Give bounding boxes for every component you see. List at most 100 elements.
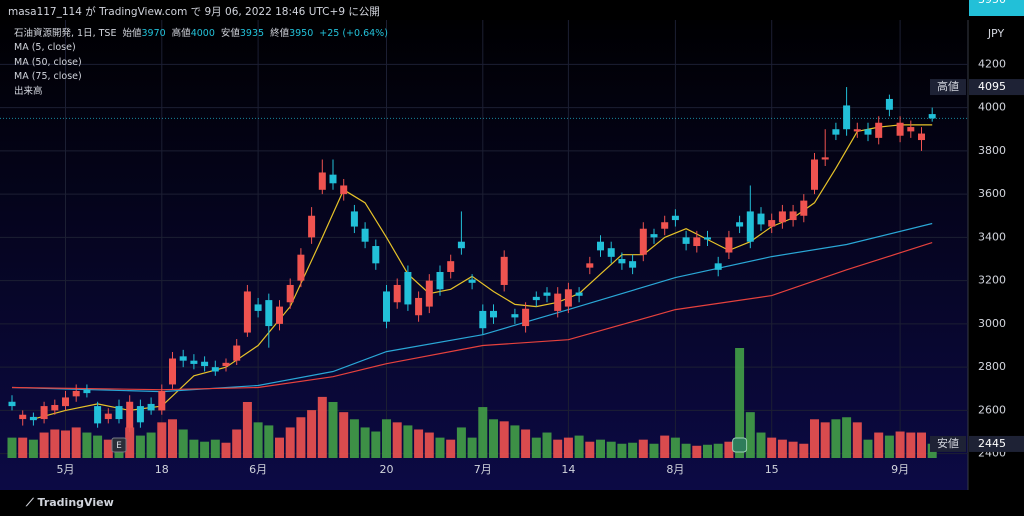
volume-bar bbox=[467, 437, 477, 458]
axis-background bbox=[968, 20, 1024, 490]
symbol: 石油資源開発, 1日, TSE bbox=[14, 28, 117, 39]
volume-bar bbox=[146, 432, 156, 458]
event-icon bbox=[111, 437, 127, 453]
volume-bar bbox=[339, 412, 349, 458]
volume-bar bbox=[371, 431, 381, 458]
brand: TradingView bbox=[37, 496, 114, 509]
marker-label: 安値 bbox=[937, 436, 959, 450]
volume-bar bbox=[103, 439, 113, 458]
candle-body bbox=[308, 215, 316, 238]
volume-bar bbox=[403, 425, 413, 458]
candle-body bbox=[158, 390, 166, 411]
change: +25 (+0.64%) bbox=[319, 28, 388, 39]
volume-bar bbox=[831, 419, 841, 458]
candle-body bbox=[72, 390, 80, 397]
candle-body bbox=[554, 293, 562, 311]
y-tick-label: 3800 bbox=[978, 144, 1006, 157]
x-tick-label: 14 bbox=[561, 463, 575, 476]
candle-body bbox=[201, 361, 209, 367]
volume-bar bbox=[18, 437, 28, 458]
candle-body bbox=[639, 228, 647, 255]
candle-body bbox=[479, 310, 487, 329]
candle-body bbox=[340, 185, 348, 195]
candle-body bbox=[586, 263, 594, 268]
volume-bar bbox=[542, 432, 552, 458]
indicator-label: MA (50, close) bbox=[14, 56, 82, 68]
candle-body bbox=[661, 222, 669, 229]
ohlc-value: 3950 bbox=[289, 28, 314, 39]
volume-bar bbox=[349, 419, 359, 458]
volume-bar bbox=[724, 441, 734, 458]
volume-bar bbox=[39, 432, 49, 458]
marker-value-box bbox=[969, 0, 1024, 16]
candle-body bbox=[511, 314, 519, 318]
volume-bar bbox=[895, 431, 905, 458]
candle-body bbox=[276, 306, 283, 324]
marker-value: 2445 bbox=[978, 437, 1006, 450]
volume-bar bbox=[71, 427, 81, 458]
candle-body bbox=[190, 360, 198, 364]
volume-bar bbox=[777, 439, 787, 458]
candle-body bbox=[597, 241, 604, 251]
candle-body bbox=[222, 362, 230, 367]
volume-bar bbox=[499, 421, 509, 458]
volume-bar bbox=[842, 417, 852, 458]
ohlc-value: 3935 bbox=[239, 28, 265, 39]
candle-body bbox=[211, 367, 219, 372]
y-tick-label: 3000 bbox=[978, 317, 1006, 330]
volume-bar bbox=[788, 441, 798, 458]
candle-body bbox=[875, 122, 883, 138]
volume-bar bbox=[863, 439, 873, 458]
volume-bar bbox=[414, 429, 424, 458]
x-tick-label: 7月 bbox=[474, 463, 492, 476]
candle-body bbox=[853, 129, 861, 132]
event-icon-label: E bbox=[116, 441, 122, 451]
x-tick-label: 18 bbox=[155, 463, 169, 476]
candle-body bbox=[564, 289, 572, 307]
candle-body bbox=[94, 406, 102, 424]
candle-body bbox=[372, 246, 380, 264]
volume-bar bbox=[874, 432, 884, 458]
indicator-label: MA (75, close) bbox=[14, 71, 82, 82]
x-tick-label: 6月 bbox=[249, 463, 267, 476]
marker-label-box bbox=[930, 435, 966, 452]
y-tick-label: 3400 bbox=[978, 230, 1006, 243]
candle-body bbox=[436, 271, 444, 290]
candle-body bbox=[811, 159, 818, 190]
candle-body bbox=[500, 256, 508, 285]
candle-body bbox=[789, 211, 797, 221]
volume-bar bbox=[820, 422, 830, 458]
candle-body bbox=[843, 105, 851, 130]
candle-body bbox=[83, 389, 91, 394]
x-tick-label: 20 bbox=[380, 463, 394, 476]
volume-bar bbox=[50, 429, 60, 458]
volume-bar bbox=[606, 441, 616, 458]
ohlc-label: 終値 bbox=[270, 28, 290, 39]
volume-bar bbox=[93, 435, 103, 458]
indicator-label: 出来高 bbox=[14, 85, 43, 97]
candle-body bbox=[918, 133, 925, 141]
volume-bar bbox=[767, 437, 777, 458]
y-tick-label: 4200 bbox=[978, 57, 1006, 70]
candle-body bbox=[864, 129, 872, 135]
volume-bar bbox=[242, 401, 252, 458]
volume-bar bbox=[681, 443, 691, 458]
volume-bar bbox=[638, 439, 648, 458]
y-tick-label: 3200 bbox=[978, 274, 1006, 287]
x-tick-label: 15 bbox=[765, 463, 779, 476]
volume-bar bbox=[307, 410, 317, 458]
candle-body bbox=[468, 279, 476, 283]
candle-body bbox=[650, 234, 658, 238]
volume-bar bbox=[435, 437, 445, 458]
volume-bar bbox=[703, 444, 712, 458]
candle-body bbox=[907, 127, 915, 132]
candle-body bbox=[693, 237, 701, 247]
candle-body bbox=[896, 122, 904, 136]
candle-body bbox=[361, 228, 369, 242]
volume-bar bbox=[884, 435, 894, 458]
candle-body bbox=[297, 254, 305, 281]
candle-body bbox=[19, 414, 27, 420]
ohlc-value: 3970 bbox=[141, 28, 166, 39]
ohlc-label: 始値 bbox=[122, 28, 142, 39]
volume-bar bbox=[382, 419, 391, 458]
